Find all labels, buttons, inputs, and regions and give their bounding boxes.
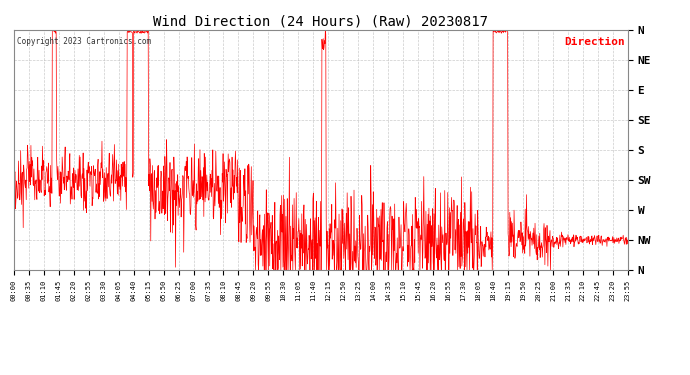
Text: Direction: Direction xyxy=(564,37,625,47)
Text: Copyright 2023 Cartronics.com: Copyright 2023 Cartronics.com xyxy=(17,37,151,46)
Title: Wind Direction (24 Hours) (Raw) 20230817: Wind Direction (24 Hours) (Raw) 20230817 xyxy=(153,15,489,29)
